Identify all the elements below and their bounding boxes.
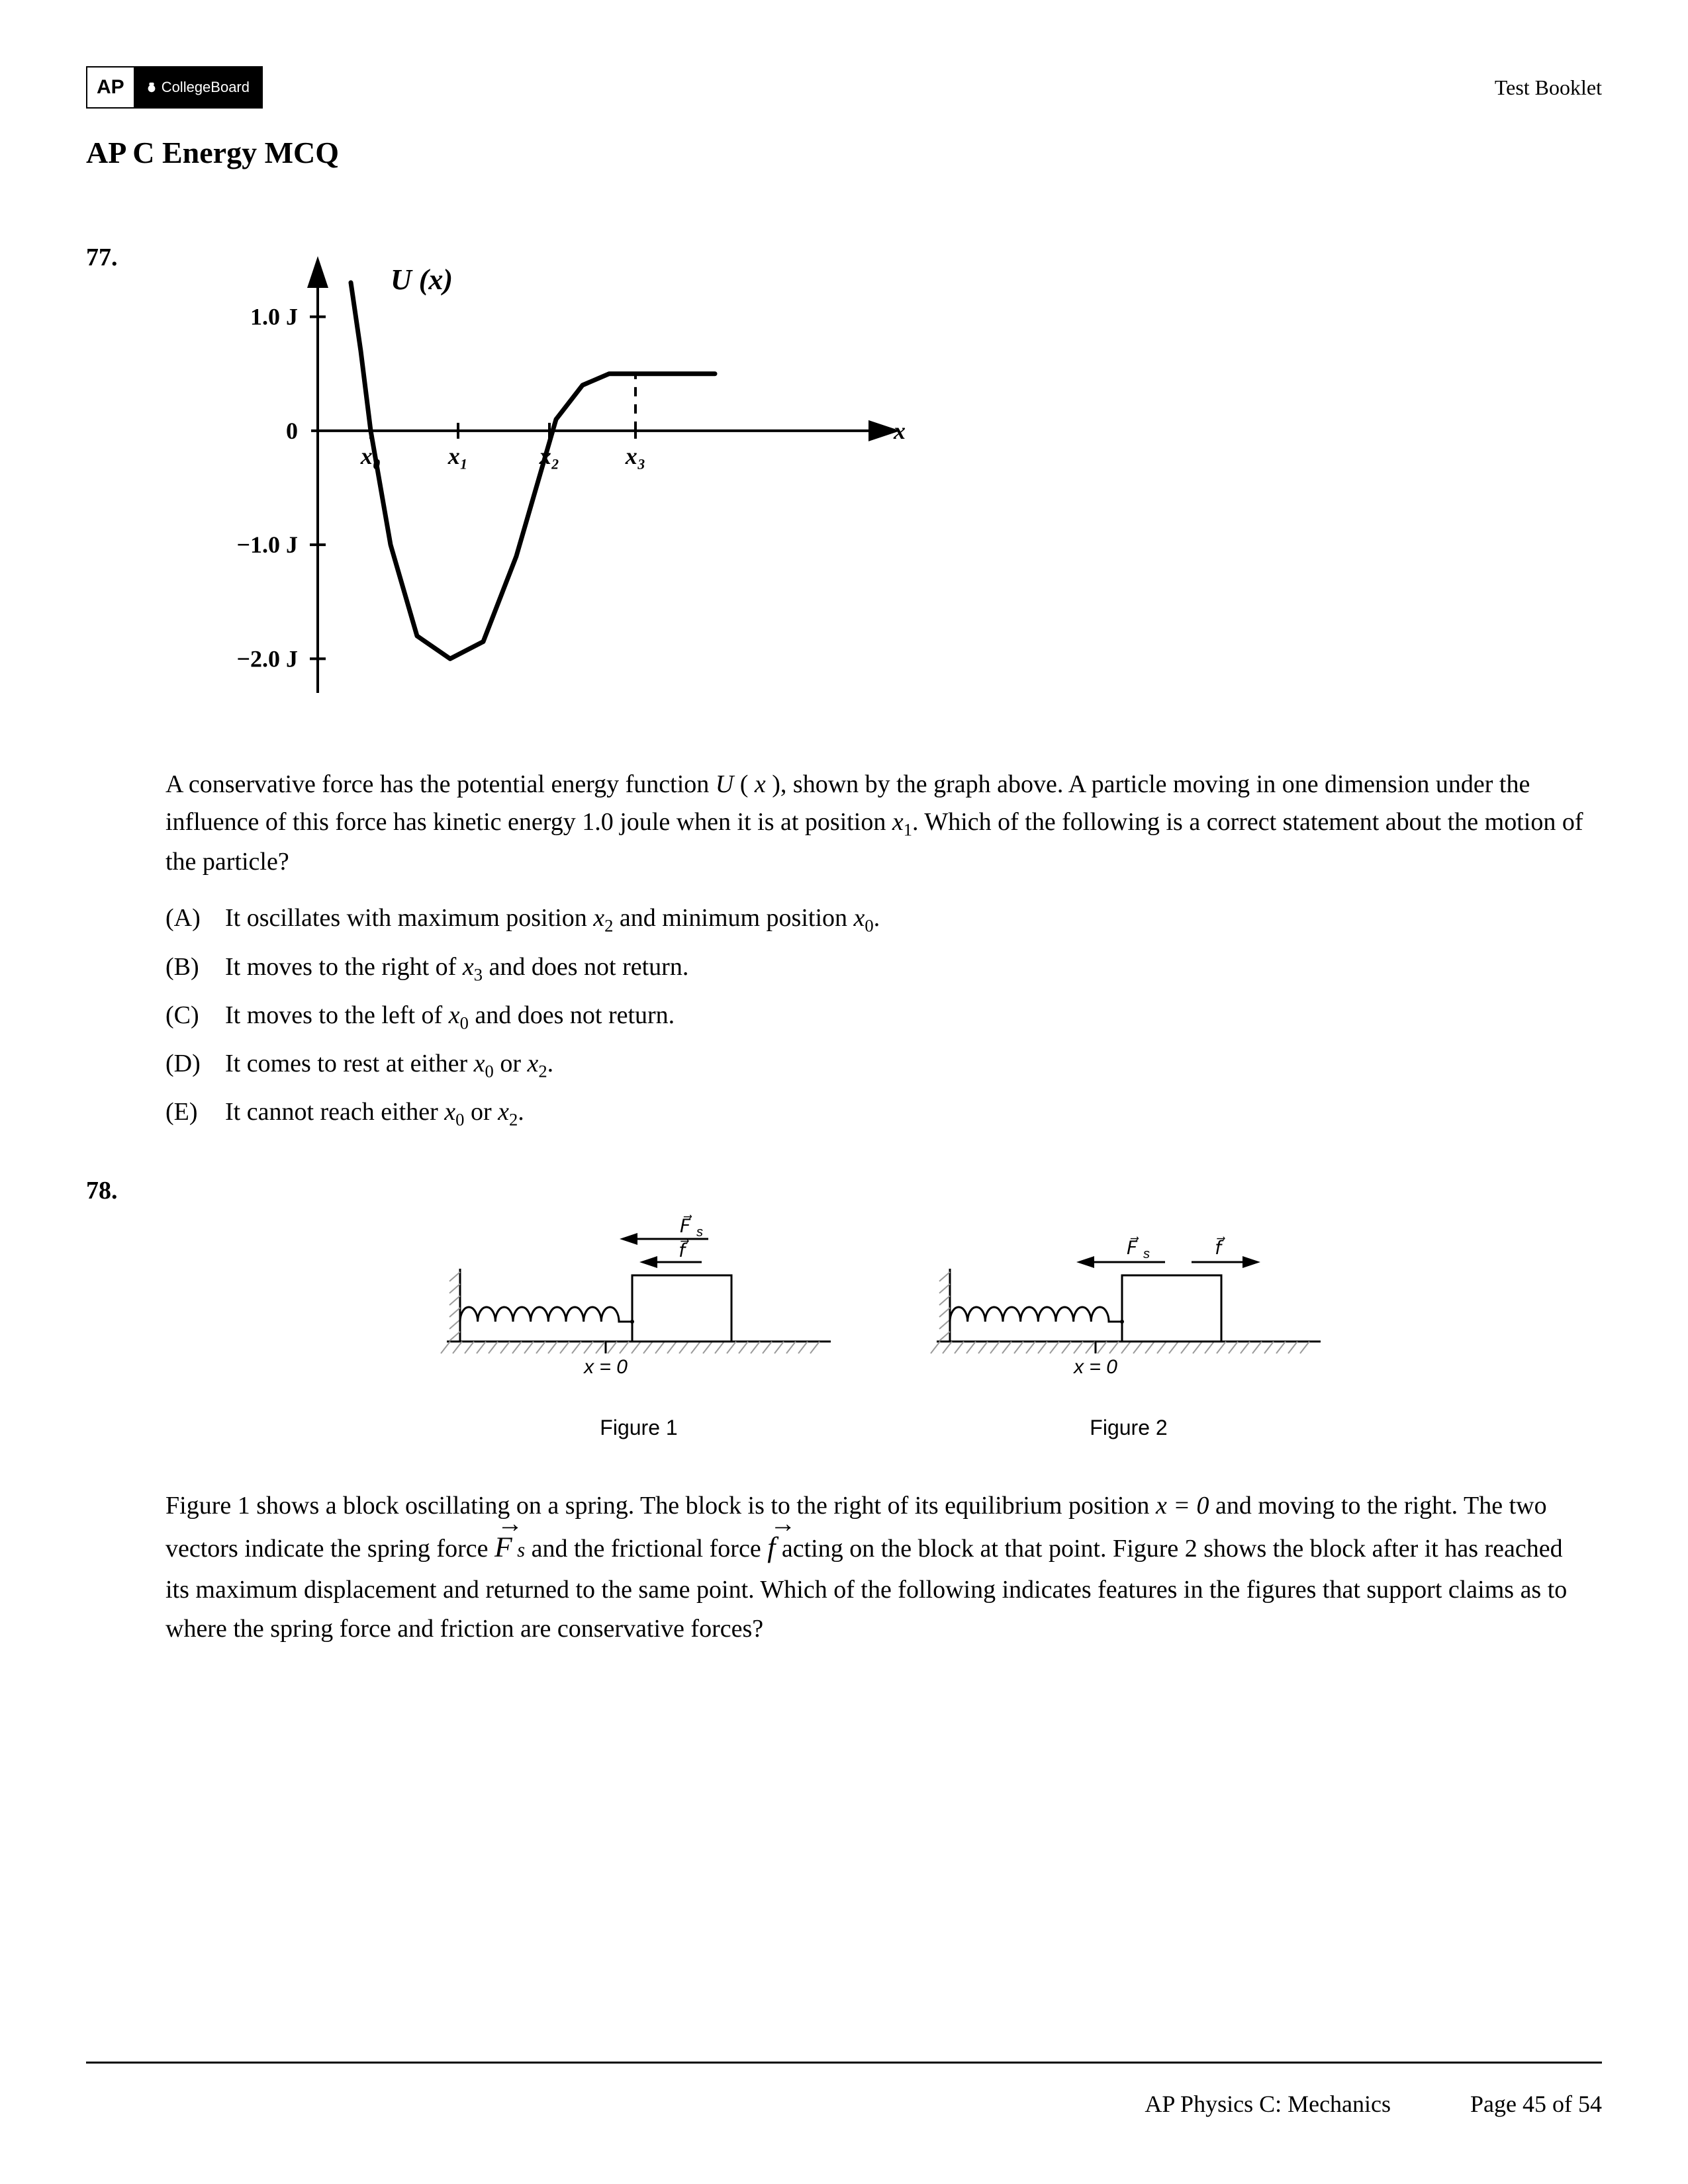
- choice[interactable]: (A)It oscillates with maximum position x…: [165, 894, 1589, 942]
- footer-course: AP Physics C: Mechanics: [1145, 2090, 1391, 2118]
- logo-collegeboard: CollegeBoard: [134, 68, 261, 107]
- svg-text:x₁: x₁: [447, 443, 469, 469]
- svg-text:F⃗: F⃗: [1127, 1236, 1139, 1258]
- figure-1: x = 0F⃗sf⃗ Figure 1: [434, 1189, 844, 1440]
- question-number: 77.: [86, 243, 165, 272]
- svg-text:f⃗: f⃗: [1215, 1236, 1225, 1258]
- choice[interactable]: (B)It moves to the right of x3 and does …: [165, 943, 1589, 991]
- acorn-icon: [146, 81, 158, 93]
- svg-text:f⃗: f⃗: [679, 1239, 689, 1261]
- svg-text:−1.0 J: −1.0 J: [236, 531, 298, 558]
- figure-2: x = 0F⃗sf⃗ Figure 2: [923, 1189, 1334, 1440]
- svg-text:x = 0: x = 0: [583, 1356, 628, 1378]
- svg-text:0: 0: [286, 418, 298, 444]
- logo-ap: AP: [87, 68, 134, 107]
- q77-stem: A conservative force has the potential e…: [165, 766, 1589, 881]
- q77-choices: (A)It oscillates with maximum position x…: [165, 894, 1589, 1136]
- footer: AP Physics C: Mechanics Page 45 of 54: [86, 2062, 1602, 2118]
- choice[interactable]: (E)It cannot reach either x0 or x2.: [165, 1088, 1589, 1136]
- question-78: 78. x = 0F⃗sf⃗ Figure 1 x = 0F⃗sf⃗ Figur…: [86, 1176, 1602, 1460]
- choice[interactable]: (D)It comes to rest at either x0 or x2.: [165, 1040, 1589, 1088]
- choice[interactable]: (C)It moves to the left of x0 and does n…: [165, 991, 1589, 1040]
- svg-text:s: s: [696, 1225, 703, 1240]
- svg-text:x₃: x₃: [625, 443, 646, 469]
- page-title: AP C Energy MCQ: [86, 135, 1602, 170]
- svg-text:U (x): U (x): [391, 263, 453, 296]
- question-77: 77. 1.0 J0−1.0 J−2.0 JU (x)xx₀x₁x₂x₃: [86, 243, 1602, 739]
- question-number: 78.: [86, 1176, 165, 1205]
- svg-text:x = 0: x = 0: [1072, 1356, 1117, 1378]
- svg-text:−2.0 J: −2.0 J: [236, 645, 298, 672]
- footer-page: Page 45 of 54: [1470, 2090, 1602, 2118]
- potential-energy-chart: 1.0 J0−1.0 J−2.0 JU (x)xx₀x₁x₂x₃: [185, 243, 1602, 739]
- svg-text:x: x: [893, 418, 906, 444]
- svg-text:F⃗: F⃗: [680, 1214, 692, 1236]
- svg-text:1.0 J: 1.0 J: [250, 304, 298, 330]
- logo: AP CollegeBoard: [86, 66, 263, 109]
- q78-stem: Figure 1 shows a block oscillating on a …: [165, 1486, 1589, 1648]
- svg-text:s: s: [1143, 1247, 1150, 1261]
- test-booklet-label: Test Booklet: [1495, 75, 1602, 100]
- header: AP CollegeBoard Test Booklet: [86, 66, 1602, 109]
